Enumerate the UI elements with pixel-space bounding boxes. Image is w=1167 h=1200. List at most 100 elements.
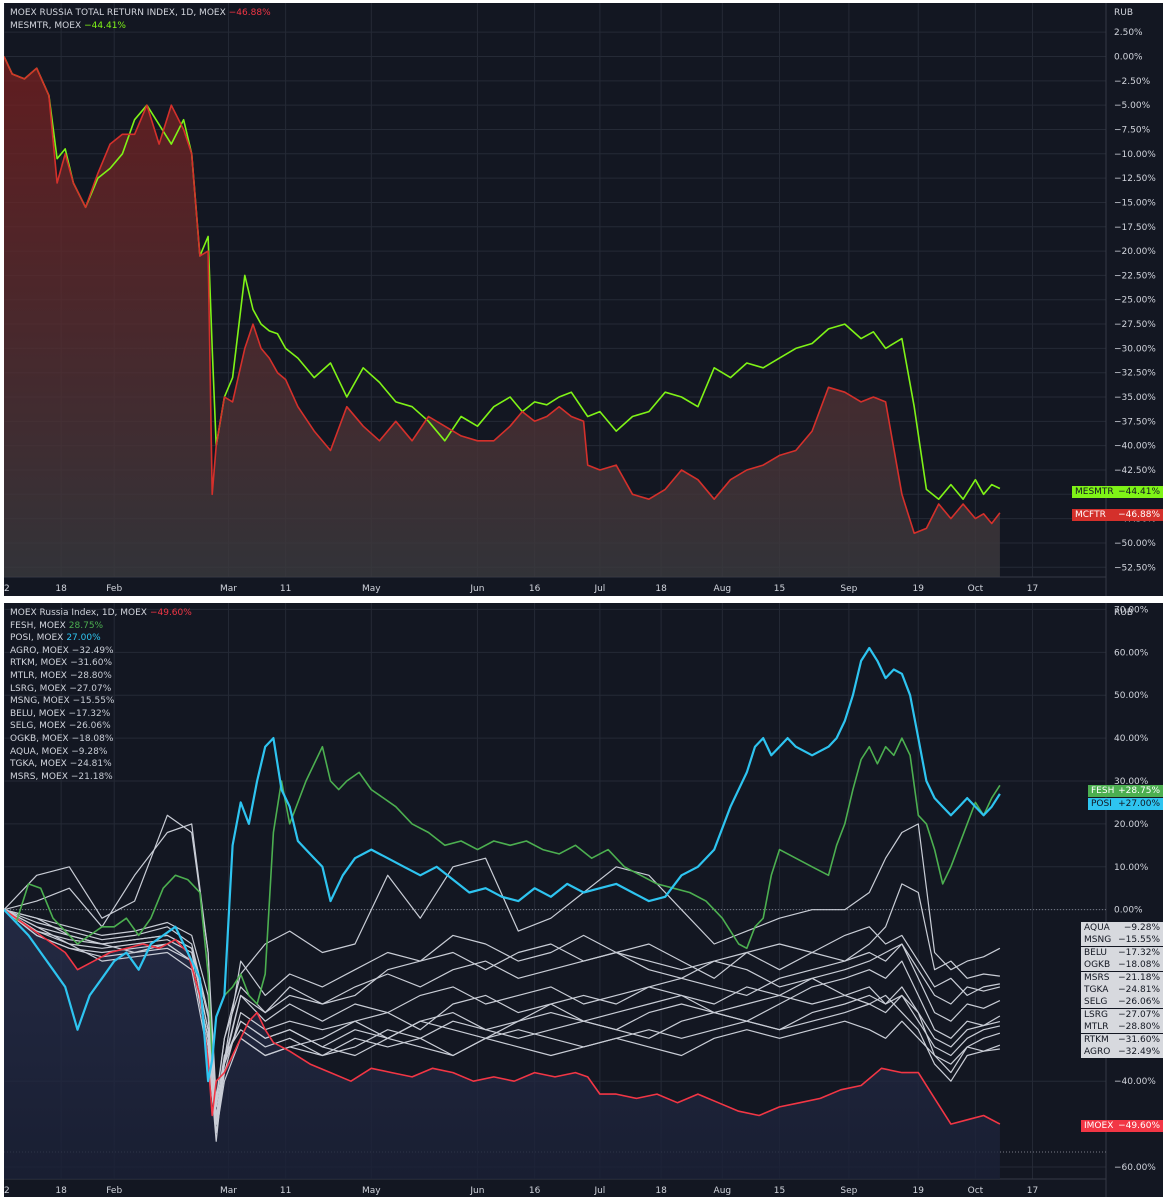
- bottom-x-tick-label-11: 15: [774, 1186, 785, 1196]
- bottom-series-posi[interactable]: [4, 646, 1001, 1083]
- top-x-tick-label-12: Sep: [840, 584, 857, 594]
- bottom-series-aqua[interactable]: [4, 814, 1001, 1099]
- bottom-y-tick-label-1: 60.00%: [1114, 648, 1149, 658]
- bottom-legend-row-1[interactable]: FESH, MOEX 28.75%: [10, 620, 192, 633]
- bottom-series-selg[interactable]: [4, 909, 1001, 1108]
- bottom-series-agro[interactable]: [4, 909, 1000, 1134]
- bottom-x-tick-label-13: 19: [913, 1186, 925, 1196]
- bottom-legend-label-12: TGKA, MOEX: [10, 759, 67, 770]
- bottom-chart-legend: MOEX Russia Index, 1D, MOEX −49.60% FESH, …: [10, 607, 192, 783]
- top-y-tick-label-12: −27.50%: [1114, 320, 1156, 330]
- bottom-legend-label-5: MTLR, MOEX: [10, 670, 67, 681]
- bottom-end-tag-fesh: FESH +28.75%: [1088, 785, 1163, 797]
- top-y-tick-label-14: −32.50%: [1114, 369, 1156, 379]
- bottom-legend-row-5[interactable]: MTLR, MOEX −28.80%: [10, 670, 192, 683]
- bottom-legend-row-9[interactable]: SELG, MOEX −26.06%: [10, 720, 192, 733]
- top-y-tick-label-0: 2.50%: [1114, 28, 1143, 38]
- bottom-series-lsrg[interactable]: [4, 909, 1001, 1125]
- bottom-x-tick-label-8: Jul: [593, 1186, 605, 1196]
- bottom-end-tag-msng: MSNG −15.55%: [1081, 934, 1163, 947]
- top-area-fill: [4, 56, 1000, 577]
- bottom-x-tick-label-6: Jun: [469, 1186, 484, 1196]
- bottom-series-imoex[interactable]: [4, 909, 1001, 1125]
- bottom-legend-row-10[interactable]: OGKB, MOEX −18.08%: [10, 733, 192, 746]
- bottom-end-tag-value: −49.60%: [1118, 1121, 1160, 1131]
- top-end-tag-mesmtr: MESMTR −44.41%: [1072, 486, 1163, 498]
- bottom-end-tag-name: BELU: [1084, 947, 1108, 958]
- bottom-end-tag-name: FESH: [1091, 786, 1115, 796]
- bottom-legend-row-13[interactable]: MSRS, MOEX −21.18%: [10, 771, 192, 784]
- top-y-tick-label-21: −50.00%: [1114, 539, 1156, 549]
- bottom-end-tag-value: +28.75%: [1118, 786, 1160, 796]
- bottom-end-tag-name: AQUA: [1084, 923, 1110, 933]
- bottom-end-tag-agro: AGRO −32.49%: [1081, 1046, 1163, 1058]
- bottom-y-tick-label-0: 70.00%: [1114, 605, 1149, 615]
- bottom-end-tag-rtkm: RTKM −31.60%: [1081, 1033, 1163, 1046]
- bottom-end-tag-name: SELG: [1084, 997, 1108, 1008]
- bottom-end-tag-name: RTKM: [1084, 1034, 1109, 1045]
- bottom-end-tag-belu: BELU −17.32%: [1081, 946, 1163, 959]
- bottom-legend-row-7[interactable]: MSNG, MOEX −15.55%: [10, 695, 192, 708]
- bottom-end-tag-posi: POSI +27.00%: [1088, 798, 1163, 810]
- bottom-y-tick-label-8: −40.00%: [1114, 1077, 1156, 1087]
- bottom-legend-label-0: MOEX Russia Index, 1D, MOEX: [10, 608, 147, 618]
- bottom-x-tick-label-2: Feb: [106, 1186, 122, 1196]
- bottom-x-tick-label-10: Aug: [714, 1186, 732, 1196]
- bottom-series-fesh[interactable]: [4, 737, 1001, 1061]
- bottom-legend-row-0[interactable]: MOEX Russia Index, 1D, MOEX −49.60%: [10, 607, 192, 620]
- bottom-legend-value-1: 28.75%: [68, 620, 104, 631]
- bottom-end-tag-name: TGKA: [1084, 985, 1109, 995]
- bottom-chart-svg[interactable]: 70.00% 60.00% 50.00% 40.00% 30.00% 20.00% 10.0…: [4, 603, 1163, 1197]
- bottom-legend-row-2[interactable]: POSI, MOEX 27.00%: [10, 632, 192, 645]
- top-x-tick-label-2: Feb: [106, 584, 122, 594]
- top-y-tick-label-5: −10.00%: [1114, 150, 1156, 160]
- bottom-legend-value-11: −9.28%: [71, 746, 108, 757]
- bottom-y-tick-label-3: 40.00%: [1114, 734, 1149, 744]
- bottom-series-belu[interactable]: [4, 909, 1001, 1104]
- top-x-tick-label-8: Jul: [593, 584, 605, 594]
- top-y-tick-label-8: −17.50%: [1114, 223, 1156, 233]
- top-y-tick-label-1: 0.00%: [1114, 53, 1143, 63]
- bottom-y-tick-label-2: 50.00%: [1114, 691, 1149, 701]
- bottom-legend-row-8[interactable]: BELU, MOEX −17.32%: [10, 708, 192, 721]
- bottom-legend-value-3: −32.49%: [71, 645, 114, 656]
- bottom-legend-label-13: MSRS, MOEX: [10, 771, 68, 782]
- bottom-x-tick-label-4: 11: [280, 1186, 291, 1196]
- top-y-tick-label-6: −12.50%: [1114, 174, 1156, 184]
- bottom-end-tag-imoex: IMOEX −49.60%: [1081, 1120, 1163, 1132]
- bottom-legend-row-11[interactable]: AQUA, MOEX −9.28%: [10, 746, 192, 759]
- bottom-y-tick-label-9: −60.00%: [1114, 1163, 1156, 1173]
- top-chart-legend: MOEX RUSSIA TOTAL RETURN INDEX, 1D, MOEX…: [10, 7, 271, 32]
- bottom-legend-row-6[interactable]: LSRG, MOEX −27.07%: [10, 683, 192, 696]
- top-x-tick-label-15: 17: [1027, 584, 1038, 594]
- top-y-tick-label-17: −40.00%: [1114, 442, 1156, 452]
- bottom-chart-pane[interactable]: 70.00% 60.00% 50.00% 40.00% 30.00% 20.00% 10.0…: [4, 603, 1163, 1197]
- bottom-x-tick-label-0: 22: [4, 1186, 10, 1196]
- top-legend-row-0[interactable]: MOEX RUSSIA TOTAL RETURN INDEX, 1D, MOEX…: [10, 7, 271, 20]
- bottom-end-tag-value: −31.60%: [1118, 1034, 1160, 1045]
- bottom-legend-value-7: −15.55%: [72, 696, 115, 707]
- top-x-tick-label-11: 15: [774, 584, 785, 594]
- top-x-tick-label-0: 22: [4, 584, 10, 594]
- top-series-mcftr[interactable]: [4, 56, 1001, 534]
- top-x-tick-label-6: Jun: [469, 584, 484, 594]
- bottom-legend-value-10: −18.08%: [71, 733, 114, 744]
- top-chart-svg[interactable]: 2.50% 0.00% −2.50% −5.00% −7.50% −10.00% −12.5…: [4, 3, 1163, 596]
- bottom-end-tag-ogkb: OGKB −18.08%: [1081, 959, 1163, 972]
- bottom-legend-row-4[interactable]: RTKM, MOEX −31.60%: [10, 657, 192, 670]
- bottom-legend-value-0: −49.60%: [149, 608, 192, 618]
- bottom-legend-row-3[interactable]: AGRO, MOEX −32.49%: [10, 645, 192, 658]
- bottom-legend-label-1: FESH, MOEX: [10, 620, 66, 631]
- bottom-legend-value-12: −24.81%: [69, 759, 112, 770]
- bottom-end-tag-value: −17.32%: [1118, 947, 1160, 958]
- bottom-x-tick-label-15: 17: [1027, 1186, 1038, 1196]
- top-y-tick-label-4: −7.50%: [1114, 125, 1151, 135]
- top-chart-pane[interactable]: 2.50% 0.00% −2.50% −5.00% −7.50% −10.00% −12.5…: [4, 3, 1163, 596]
- bottom-series-msng[interactable]: [4, 823, 1000, 1125]
- bottom-end-tag-value: −15.55%: [1118, 935, 1160, 946]
- bottom-legend-label-4: RTKM, MOEX: [10, 658, 68, 669]
- bottom-legend-row-12[interactable]: TGKA, MOEX −24.81%: [10, 758, 192, 771]
- bottom-legend-value-8: −17.32%: [68, 708, 111, 719]
- bottom-end-tag-tgka: TGKA −24.81%: [1081, 984, 1163, 996]
- top-legend-row-1[interactable]: MESMTR, MOEX −44.41%: [10, 20, 271, 33]
